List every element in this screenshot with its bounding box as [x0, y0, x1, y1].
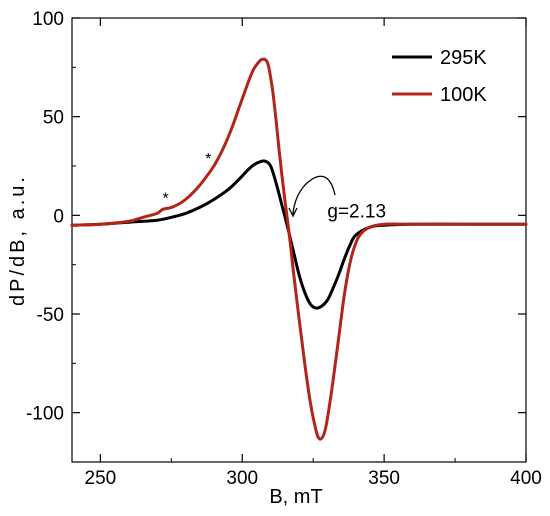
y-axis-ticks: 100 50 0 -50 -100: [26, 9, 526, 425]
series-layer: [70, 57, 528, 441]
g-factor-pointer: [292, 175, 336, 215]
legend-label-295k: 295K: [440, 47, 487, 69]
x-axis-title: B, mT: [269, 486, 322, 508]
y-tick-label: 0: [53, 206, 64, 227]
y-axis-title: dP/dB, a.u.: [7, 174, 29, 306]
legend-label-100k: 100K: [440, 84, 487, 106]
series-line-100k: [70, 57, 528, 441]
star-marker: *: [205, 151, 211, 168]
y-tick-label: -50: [37, 305, 64, 326]
legend: 295K 100K: [392, 47, 487, 106]
y-tick-label: -100: [26, 404, 64, 425]
x-tick-label: 400: [510, 468, 542, 489]
y-tick-label: 100: [32, 9, 64, 30]
annotation-layer: * * g=2.13: [163, 151, 387, 222]
g-factor-label: g=2.13: [327, 201, 386, 222]
x-tick-label: 300: [226, 468, 258, 489]
x-tick-label: 250: [85, 468, 117, 489]
series-line-295k: [70, 159, 528, 310]
g-factor-arrowhead: [288, 207, 298, 218]
x-axis-ticks: 250 300 350 400: [85, 18, 542, 489]
star-marker: *: [163, 190, 169, 207]
x-tick-label: 350: [368, 468, 400, 489]
plot-frame: [71, 17, 527, 463]
y-tick-label: 50: [43, 108, 64, 129]
